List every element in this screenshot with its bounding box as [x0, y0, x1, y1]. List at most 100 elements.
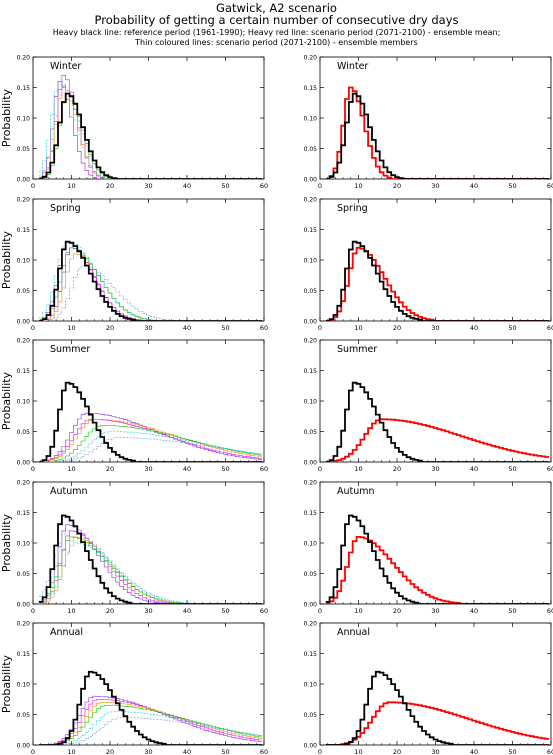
- x-tick-label: 10: [67, 607, 75, 615]
- chart-panel-6: 0.00 0.05 0.10 0.15 0.20 0 10 20 30 40 50 60 Summer: [304, 338, 553, 474]
- x-tick-label: 0: [31, 324, 35, 332]
- series-group: [38, 75, 263, 179]
- x-tick-label: 0: [318, 465, 322, 473]
- y-tick-label: 0.10: [304, 116, 318, 123]
- reference-line: [325, 240, 550, 321]
- x-tick-label: 0: [318, 607, 322, 615]
- y-tick-label: 0.10: [304, 541, 318, 548]
- chart-panel-9: 0.00 0.05 0.10 0.15 0.20 0 10 20 30 40 50 60 Annual P…: [0, 621, 268, 755]
- y-tick-label: 0.00: [304, 743, 318, 750]
- y-tick-label: 0.15: [17, 85, 31, 92]
- x-tick-label: 30: [431, 182, 439, 190]
- x-tick-label: 40: [470, 607, 478, 615]
- legend-text-line-1: Heavy black line: reference period (1961…: [52, 28, 501, 37]
- x-tick-label: 10: [354, 748, 362, 755]
- y-tick-label: 0.05: [17, 146, 31, 153]
- y-tick-label: 0.05: [304, 712, 318, 719]
- chart-panel-4: 0.00 0.05 0.10 0.15 0.20 0 10 20 30 40 50 60 Spring: [304, 197, 553, 333]
- y-tick-label: 0.00: [17, 460, 31, 467]
- y-tick-label: 0.20: [17, 338, 31, 345]
- x-tick-label: 20: [106, 324, 114, 332]
- x-tick-label: 10: [354, 465, 362, 473]
- figure-title: Gatwick, A2 scenario: [216, 1, 337, 15]
- ensemble-member-line: [38, 75, 263, 179]
- ensemble-member-line: [38, 717, 263, 745]
- x-tick-label: 50: [508, 607, 516, 615]
- y-tick-label: 0.15: [17, 651, 31, 658]
- y-tick-label: 0.05: [304, 288, 318, 295]
- plot-frame: [319, 198, 552, 322]
- y-tick-label: 0.20: [304, 197, 318, 204]
- series-group: [325, 514, 550, 604]
- y-tick-label: 0.05: [304, 146, 318, 153]
- y-tick-label: 0.10: [304, 258, 318, 265]
- y-tick-label: 0.15: [304, 651, 318, 658]
- x-tick-label: 40: [470, 324, 478, 332]
- y-tick-label: 0.20: [304, 621, 318, 628]
- x-tick-label: 10: [67, 748, 75, 755]
- x-tick-label: 60: [260, 748, 268, 755]
- x-tick-label: 30: [144, 324, 152, 332]
- x-tick-label: 0: [31, 748, 35, 755]
- ensemble-member-line: [38, 425, 263, 462]
- y-tick-label: 0.00: [17, 319, 31, 326]
- x-tick-label: 20: [106, 465, 114, 473]
- x-tick-label: 40: [183, 607, 191, 615]
- reference-line: [38, 670, 263, 745]
- x-tick-label: 20: [393, 465, 401, 473]
- x-tick-label: 0: [318, 748, 322, 755]
- x-tick-label: 50: [221, 182, 229, 190]
- scenario-mean-line: [325, 536, 550, 604]
- x-tick-label: 30: [431, 748, 439, 755]
- x-tick-label: 20: [393, 324, 401, 332]
- series-group: [325, 86, 550, 179]
- chart-panel-7: 0.00 0.05 0.10 0.15 0.20 0 10 20 30 40 50 60 Autumn P…: [0, 480, 268, 616]
- y-tick-label: 0.15: [304, 85, 318, 92]
- ensemble-member-line: [38, 241, 263, 321]
- y-tick-label: 0.10: [17, 682, 31, 689]
- x-tick-label: 40: [183, 748, 191, 755]
- plot-frame: [319, 56, 552, 180]
- y-tick-label: 0.10: [17, 541, 31, 548]
- ensemble-member-line: [38, 536, 263, 604]
- x-tick-label: 50: [508, 465, 516, 473]
- x-tick-label: 60: [260, 182, 268, 190]
- legend-text-line-2: Thin coloured lines: scenario period (20…: [135, 38, 418, 47]
- x-tick-label: 10: [354, 324, 362, 332]
- panel-label: Annual: [50, 627, 83, 638]
- series-group: [38, 670, 263, 745]
- y-tick-label: 0.00: [17, 743, 31, 750]
- y-tick-label: 0.05: [17, 712, 31, 719]
- plot-frame: [32, 622, 265, 746]
- y-axis-label: Probability: [0, 513, 13, 572]
- series-group: [38, 381, 263, 462]
- series-group: [38, 240, 263, 321]
- scenario-mean-line: [325, 701, 550, 745]
- plot-frame: [32, 198, 265, 322]
- ensemble-member-line: [38, 530, 263, 604]
- plot-frame: [319, 481, 552, 605]
- series-group: [325, 381, 550, 462]
- x-tick-label: 50: [221, 607, 229, 615]
- y-tick-label: 0.10: [17, 116, 31, 123]
- x-tick-label: 30: [144, 465, 152, 473]
- x-tick-label: 20: [393, 607, 401, 615]
- ensemble-member-line: [38, 437, 263, 462]
- ensemble-member-line: [38, 530, 263, 604]
- x-tick-label: 20: [106, 748, 114, 755]
- x-tick-label: 20: [106, 182, 114, 190]
- scenario-mean-line: [325, 246, 550, 321]
- y-tick-label: 0.10: [17, 258, 31, 265]
- x-tick-label: 60: [547, 182, 553, 190]
- y-tick-label: 0.15: [17, 227, 31, 234]
- x-tick-label: 30: [431, 607, 439, 615]
- y-tick-label: 0.00: [304, 460, 318, 467]
- y-tick-label: 0.05: [17, 571, 31, 578]
- y-tick-label: 0.15: [17, 368, 31, 375]
- y-tick-label: 0.05: [304, 429, 318, 436]
- y-axis-label: Probability: [0, 230, 13, 289]
- x-tick-label: 60: [547, 324, 553, 332]
- reference-line: [325, 92, 550, 179]
